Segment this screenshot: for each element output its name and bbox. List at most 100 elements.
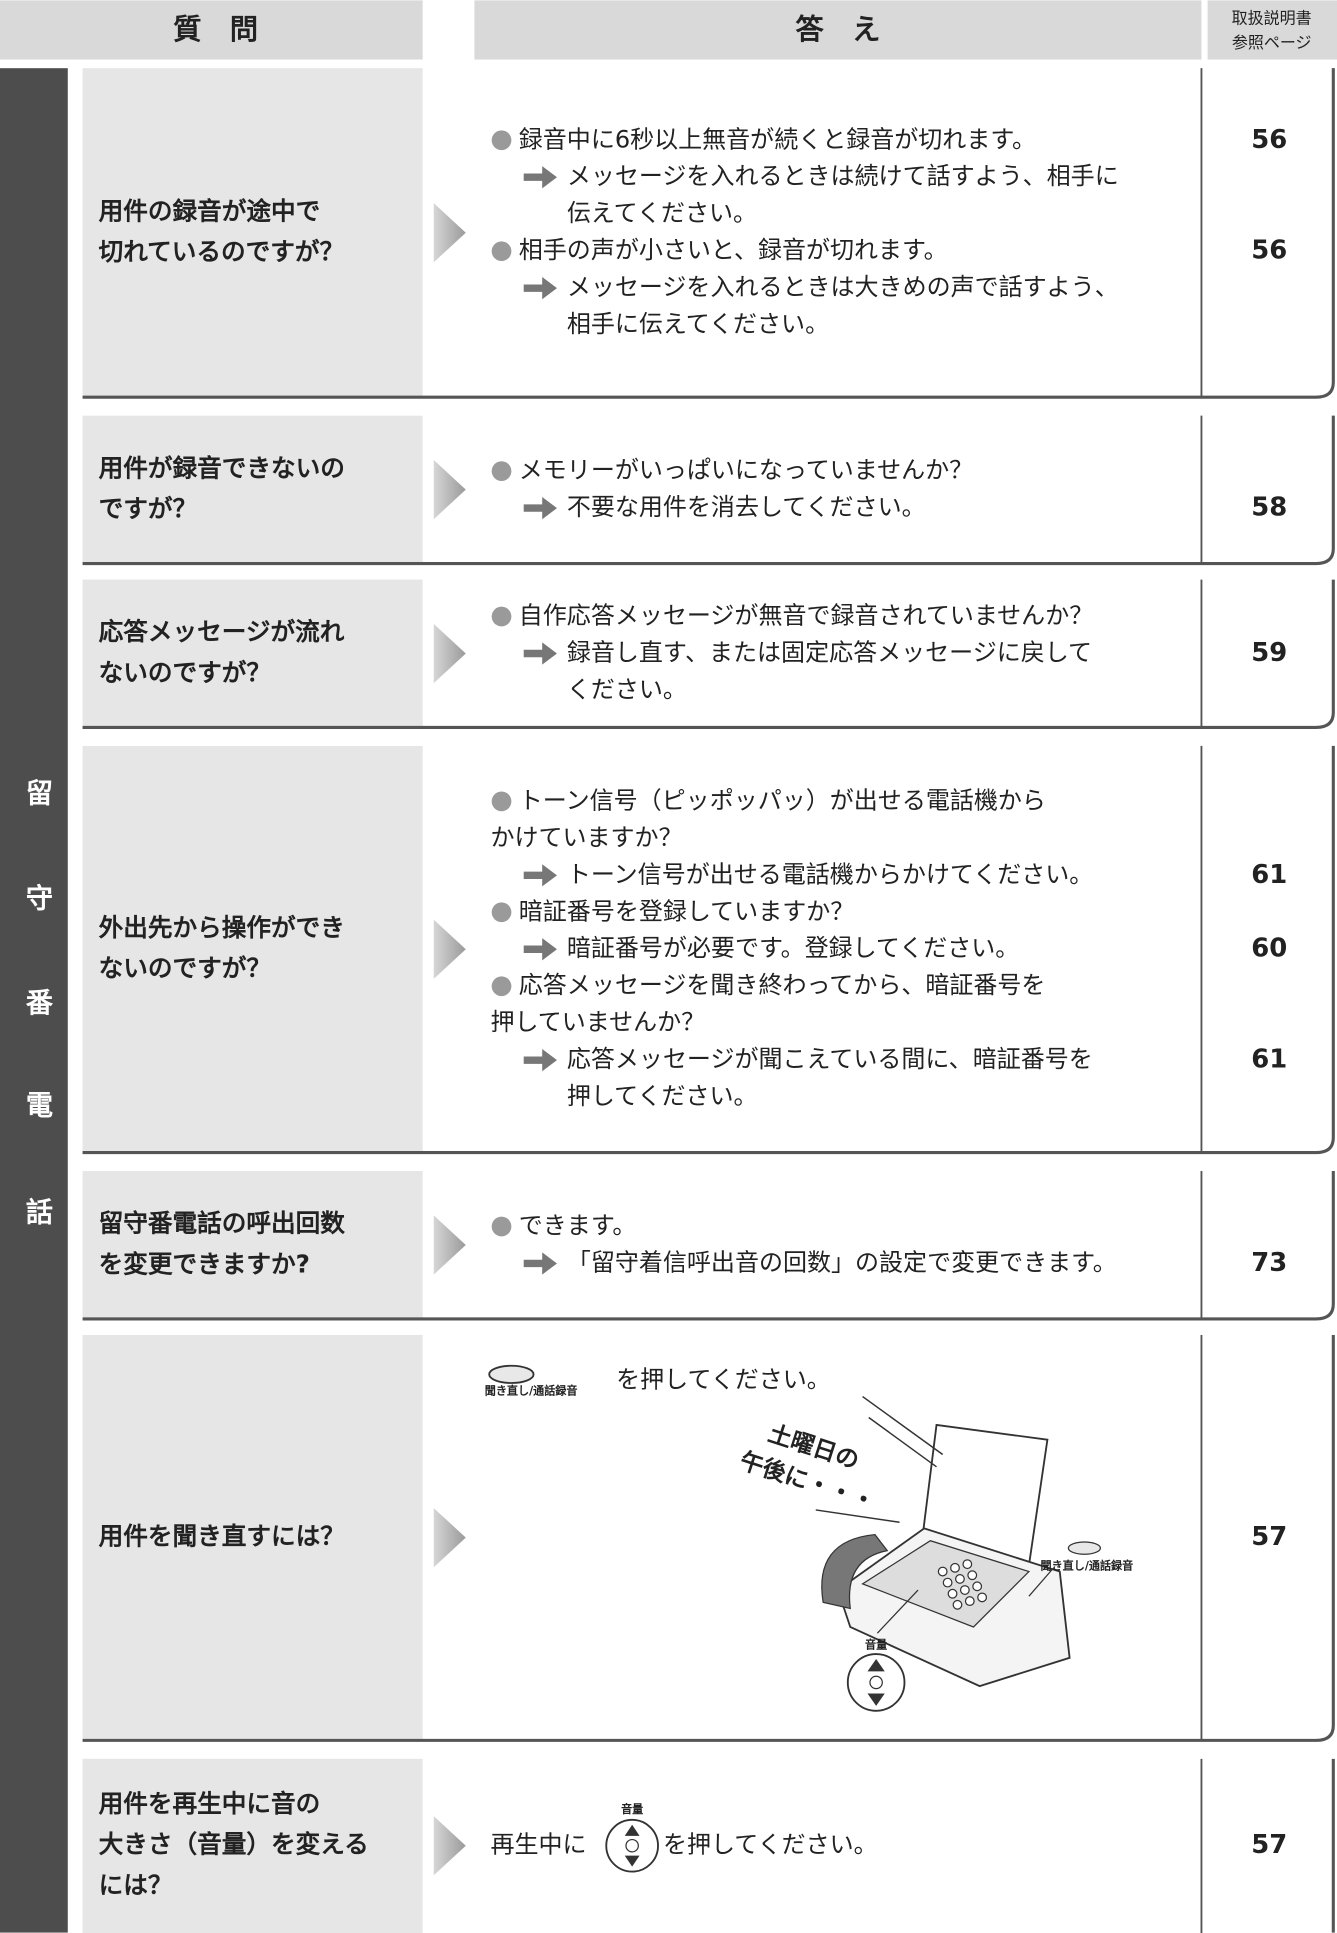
question-text: 応答メッセージが流れ — [99, 617, 345, 646]
header-page-ref: 参照ページ — [1232, 33, 1312, 52]
page-ref: 56 — [1251, 236, 1287, 266]
side-label: 番 — [25, 988, 54, 1019]
note-text: 「留守着信呼出音の回数」の設定で変更できます。 — [567, 1248, 1117, 1276]
question-text: 用件の録音が途中で — [99, 196, 321, 225]
fax-key — [964, 1596, 975, 1607]
fax-key — [972, 1581, 983, 1592]
fax-key — [967, 1570, 978, 1581]
answer-text: 相手の声が小さいと、録音が切れます。 — [519, 236, 948, 264]
volume-label: 音量 — [621, 1802, 643, 1816]
note-arrow — [523, 938, 557, 961]
speech-line — [815, 1509, 900, 1523]
button-label: 聞き直し/通話録音 — [1041, 1559, 1134, 1573]
bullet — [491, 606, 512, 627]
row-border — [82, 579, 1335, 729]
note-arrow — [523, 166, 557, 189]
note-text: 不要な用件を消去してください。 — [567, 493, 926, 521]
volume-label: 音量 — [865, 1637, 887, 1651]
question-text: 用件を聞き直すには？ — [99, 1522, 345, 1551]
note-text: 相手に伝えてください。 — [567, 310, 829, 338]
bullet — [491, 791, 512, 812]
answer-text: 暗証番号を登録していますか？ — [519, 897, 855, 925]
page-ref: 73 — [1251, 1248, 1287, 1278]
row-border — [82, 415, 1335, 566]
note-text: 伝えてください。 — [567, 199, 757, 227]
question-bg — [82, 415, 423, 564]
fax-key — [950, 1562, 960, 1573]
page-ref: 56 — [1251, 125, 1287, 155]
fax-handset — [821, 1533, 889, 1610]
page-ref: 59 — [1251, 638, 1287, 668]
arrow-triangle — [433, 623, 466, 684]
note-arrow — [523, 864, 557, 887]
volume-center — [869, 1675, 883, 1690]
question-bg — [82, 745, 423, 1153]
fax-key — [959, 1585, 970, 1595]
note-arrow — [523, 642, 557, 665]
page-ref: 60 — [1251, 934, 1287, 964]
note-arrow — [523, 1049, 557, 1072]
instruction-text: を押してください。 — [663, 1831, 878, 1859]
volume-up — [624, 1824, 640, 1836]
question-text: ないのですが？ — [99, 658, 271, 687]
bullet — [491, 130, 512, 151]
button-icon — [488, 1364, 535, 1384]
question-bg — [82, 579, 423, 728]
page-ref: 61 — [1251, 860, 1287, 890]
sidebar — [0, 68, 68, 1933]
row-border — [82, 745, 1335, 1155]
note-text: 録音し直す、または固定応答メッセージに戻して — [567, 639, 1092, 667]
header-answer: 答 え — [795, 13, 880, 46]
question-bg — [82, 68, 423, 398]
fax-key — [947, 1588, 958, 1599]
speech-line — [868, 1416, 937, 1468]
note-text: ください。 — [567, 675, 687, 703]
page-ref: 57 — [1251, 1522, 1287, 1552]
question-text: 外出先から操作ができ — [99, 913, 345, 942]
page-ref: 58 — [1251, 493, 1287, 523]
note-text: 暗証番号が必要です。登録してください。 — [567, 934, 1019, 962]
volume-center — [625, 1838, 639, 1853]
answer-text: 自作応答メッセージが無音で録音されていませんか？ — [519, 602, 1093, 630]
side-label: 守 — [26, 882, 53, 914]
question-text: ですが？ — [99, 494, 198, 523]
answer-text: 押していませんか？ — [490, 1008, 705, 1036]
volume-down — [624, 1855, 640, 1867]
fax-key — [937, 1566, 948, 1577]
fax-key — [942, 1577, 953, 1588]
note-text: メッセージを入れるときは続けて話すよう、相手に — [567, 162, 1119, 190]
header-question: 質 問 — [173, 13, 258, 46]
bullet — [491, 461, 512, 481]
header-page-ref: 取扱説明書 — [1232, 8, 1312, 27]
question-text: 切れているのですが？ — [99, 237, 345, 266]
bullet — [491, 976, 512, 997]
question-text: ないのですが？ — [99, 954, 271, 983]
arrow-triangle — [433, 203, 466, 263]
bullet — [491, 241, 512, 262]
arrow-triangle — [433, 1508, 466, 1568]
answer-text: 録音中に6秒以上無音が続くと録音が切れます。 — [519, 125, 1036, 153]
question-text: を変更できますか? — [99, 1249, 310, 1278]
fax-key — [955, 1574, 965, 1584]
page-ref: 57 — [1251, 1830, 1287, 1860]
header-page-bg — [1207, 0, 1337, 60]
instruction-text: を押してください。 — [616, 1366, 831, 1394]
row-border — [82, 1334, 1335, 1742]
question-bg — [82, 1758, 423, 1933]
leader-line — [1028, 1567, 1055, 1597]
question-bg — [82, 1171, 423, 1319]
volume-up — [867, 1659, 885, 1672]
bullet — [491, 1216, 512, 1237]
fax-key — [952, 1599, 963, 1610]
leader-line — [876, 1589, 919, 1634]
question-text: 用件を再生中に音の — [99, 1789, 321, 1818]
arrow-triangle — [433, 919, 466, 979]
question-text: 大きさ（音量）を変える — [99, 1830, 369, 1859]
question-text: 留守番電話の呼出回数 — [99, 1209, 346, 1238]
side-label: 電 — [26, 1090, 53, 1121]
fax-key — [977, 1592, 988, 1603]
bullet — [491, 902, 512, 923]
row-border — [82, 1171, 1335, 1321]
question-text: 用件が録音できないの — [99, 453, 345, 482]
